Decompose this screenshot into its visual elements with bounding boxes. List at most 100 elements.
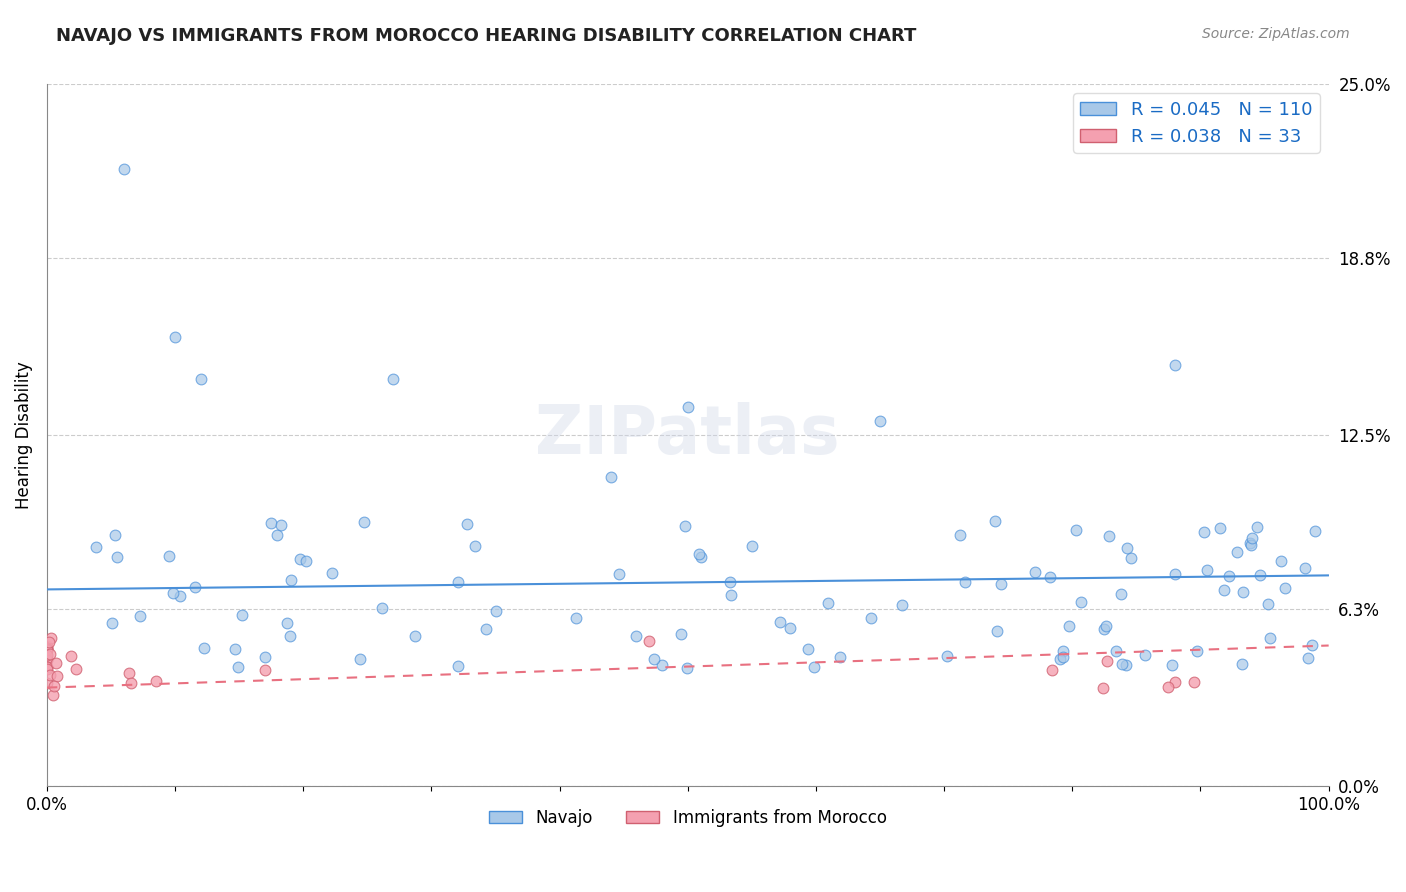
Navajo xyxy=(1296,651,1319,665)
Navajo xyxy=(675,661,697,675)
Navajo xyxy=(688,547,710,561)
Navajo xyxy=(169,589,191,603)
Navajo xyxy=(447,659,470,673)
Immigrants from Morocco xyxy=(44,679,66,693)
Navajo xyxy=(673,519,696,533)
Navajo xyxy=(986,624,1008,638)
Immigrants from Morocco xyxy=(1092,681,1115,695)
Navajo xyxy=(157,549,180,563)
Navajo xyxy=(226,660,249,674)
Navajo xyxy=(1049,652,1071,666)
Navajo xyxy=(260,516,283,531)
Immigrants from Morocco xyxy=(35,675,58,690)
Navajo xyxy=(105,550,128,565)
Navajo xyxy=(447,574,470,589)
Immigrants from Morocco xyxy=(35,639,58,653)
Navajo xyxy=(280,574,302,588)
Navajo xyxy=(779,621,801,635)
Navajo xyxy=(1209,520,1232,534)
Immigrants from Morocco xyxy=(41,632,63,646)
Navajo xyxy=(270,518,292,533)
Navajo xyxy=(935,648,957,663)
Navajo xyxy=(1097,529,1119,543)
Navajo xyxy=(295,554,318,568)
Immigrants from Morocco xyxy=(65,662,87,676)
Immigrants from Morocco xyxy=(253,663,276,677)
Navajo xyxy=(1105,643,1128,657)
Text: Source: ZipAtlas.com: Source: ZipAtlas.com xyxy=(1202,27,1350,41)
Navajo xyxy=(769,615,792,629)
Immigrants from Morocco xyxy=(35,641,58,656)
Navajo xyxy=(276,616,298,631)
Navajo xyxy=(797,641,820,656)
Text: ZIPatlas: ZIPatlas xyxy=(536,402,839,468)
Text: NAVAJO VS IMMIGRANTS FROM MOROCCO HEARING DISABILITY CORRELATION CHART: NAVAJO VS IMMIGRANTS FROM MOROCCO HEARIN… xyxy=(56,27,917,45)
Navajo xyxy=(1052,650,1074,665)
Immigrants from Morocco xyxy=(638,634,661,648)
Immigrants from Morocco xyxy=(118,666,141,681)
Navajo xyxy=(869,414,891,428)
Immigrants from Morocco xyxy=(46,669,69,683)
Navajo xyxy=(718,574,741,589)
Navajo xyxy=(983,514,1005,528)
Navajo xyxy=(1109,587,1132,601)
Navajo xyxy=(280,629,302,643)
Navajo xyxy=(1119,550,1142,565)
Navajo xyxy=(1187,644,1209,658)
Navajo xyxy=(224,641,246,656)
Navajo xyxy=(112,161,135,176)
Navajo xyxy=(741,539,763,553)
Navajo xyxy=(1230,657,1253,671)
Immigrants from Morocco xyxy=(1040,663,1063,677)
Immigrants from Morocco xyxy=(35,643,58,657)
Navajo xyxy=(1270,553,1292,567)
Immigrants from Morocco xyxy=(1097,653,1119,667)
Navajo xyxy=(371,601,394,615)
Navajo xyxy=(626,629,648,643)
Navajo xyxy=(949,528,972,542)
Immigrants from Morocco xyxy=(120,675,142,690)
Immigrants from Morocco xyxy=(1157,680,1180,694)
Navajo xyxy=(1133,648,1156,663)
Navajo xyxy=(830,650,852,665)
Navajo xyxy=(84,540,107,554)
Navajo xyxy=(353,515,375,529)
Navajo xyxy=(891,598,914,612)
Navajo xyxy=(165,330,187,344)
Navajo xyxy=(1225,545,1247,559)
Navajo xyxy=(1246,520,1268,534)
Navajo xyxy=(190,372,212,386)
Navajo xyxy=(1274,581,1296,595)
Navajo xyxy=(456,517,478,532)
Navajo xyxy=(1257,597,1279,611)
Navajo xyxy=(1195,563,1218,577)
Navajo xyxy=(1239,536,1261,550)
Immigrants from Morocco xyxy=(35,648,58,663)
Navajo xyxy=(464,539,486,553)
Navajo xyxy=(231,607,253,622)
Immigrants from Morocco xyxy=(35,659,58,673)
Navajo xyxy=(1164,567,1187,582)
Navajo xyxy=(990,577,1012,591)
Navajo xyxy=(162,586,184,600)
Navajo xyxy=(381,372,404,386)
Navajo xyxy=(565,611,588,625)
Navajo xyxy=(1052,644,1074,658)
Immigrants from Morocco xyxy=(1164,675,1187,690)
Navajo xyxy=(669,626,692,640)
Navajo xyxy=(599,470,621,484)
Navajo xyxy=(1024,566,1046,580)
Navajo xyxy=(720,588,742,602)
Navajo xyxy=(1111,657,1133,672)
Navajo xyxy=(803,660,825,674)
Immigrants from Morocco xyxy=(35,653,58,667)
Immigrants from Morocco xyxy=(1182,674,1205,689)
Navajo xyxy=(193,641,215,656)
Immigrants from Morocco xyxy=(39,668,62,682)
Immigrants from Morocco xyxy=(35,661,58,675)
Navajo xyxy=(1232,584,1254,599)
Navajo xyxy=(676,400,699,414)
Navajo xyxy=(349,652,371,666)
Navajo xyxy=(104,528,127,542)
Navajo xyxy=(1301,638,1323,652)
